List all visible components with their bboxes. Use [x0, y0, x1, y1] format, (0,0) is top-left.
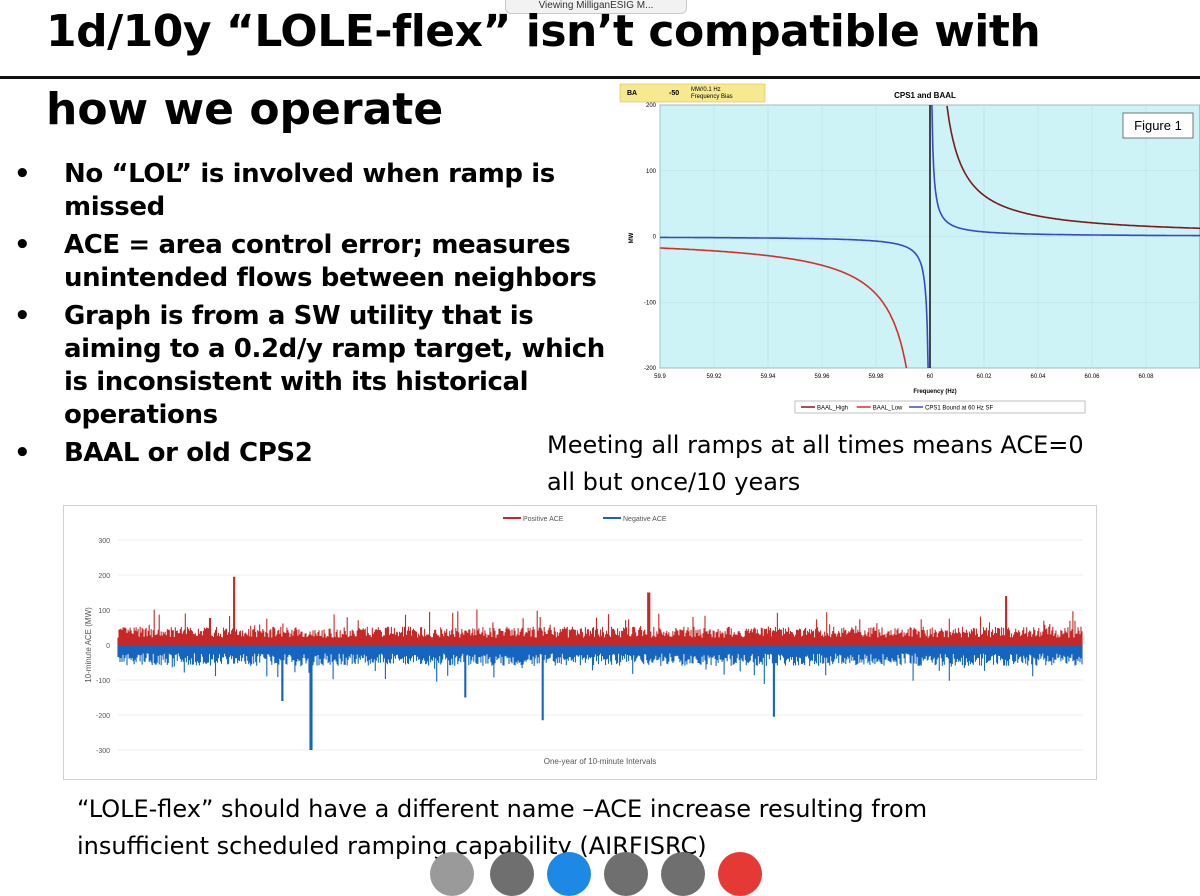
series-baal-high	[946, 105, 1200, 230]
info-box: BA -50 MW/0.1 Hz Frequency Bias	[619, 83, 766, 103]
slide-title-line2: how we operate	[46, 84, 444, 135]
legend-entry: BAAL_Low	[873, 406, 903, 412]
ace-y-tick-label: -300	[96, 748, 110, 755]
ace-y-axis-label: 10-minute ACE (MW)	[84, 607, 93, 683]
info-box-value: -50	[669, 90, 679, 97]
control-button[interactable]	[430, 852, 474, 896]
ace-chart: 300 200 100 0 -100 -200 -300 10-minute ACE (MW…	[63, 505, 1097, 780]
x-tick-label: 59.9	[654, 374, 666, 380]
info-box-units1: MW/0.1 Hz	[691, 87, 721, 93]
chart-plot-area	[660, 104, 1200, 369]
x-tick-label: 60	[927, 374, 934, 380]
series-positive-ace	[117, 576, 1083, 645]
ace-y-tick-label: 300	[98, 538, 110, 545]
figure-inset: Figure 1	[1122, 112, 1194, 139]
end-call-button[interactable]	[718, 852, 762, 896]
control-button[interactable]	[547, 852, 591, 896]
caption-name-line1: “LOLE-flex” should have a different name…	[77, 795, 928, 823]
ace-y-tick-label: -200	[96, 713, 110, 720]
x-tick-label: 60.02	[976, 374, 992, 380]
ace-ticks: 300 200 100 0 -100 -200 -300	[96, 538, 110, 755]
ace-x-axis-label: One-year of 10-minute Intervals	[544, 757, 657, 766]
control-button[interactable]	[661, 852, 705, 896]
caption-ramps-line2: all but once/10 years	[547, 468, 801, 496]
title-divider	[0, 76, 1200, 79]
series-baal-low	[660, 247, 908, 369]
ace-y-tick-label: 0	[106, 643, 110, 650]
ace-legend-entry: Positive ACE	[523, 516, 564, 523]
y-tick-label: 100	[646, 169, 657, 175]
legend-entry: BAAL_High	[817, 406, 848, 412]
x-tick-label: 59.94	[760, 374, 776, 380]
ace-y-tick-label: -100	[96, 678, 110, 685]
x-tick-label: 60.06	[1084, 374, 1100, 380]
x-tick-label: 59.98	[868, 374, 884, 380]
series-cps1-right	[931, 104, 1200, 237]
x-tick-label: 60.08	[1138, 374, 1154, 380]
ace-y-tick-label: 200	[98, 573, 110, 580]
series-negative-ace	[117, 645, 1083, 750]
info-box-units2: Frequency Bias	[691, 94, 733, 100]
legend-entry: CPS1 Bound at 60 Hz SF	[925, 406, 993, 412]
slide-title-line1: 1d/10y “LOLE-flex” isn’t compatible with	[46, 6, 1041, 57]
y-tick-label: 0	[653, 235, 657, 241]
series-cps1-left	[660, 236, 929, 369]
bullet-item: No “LOL” is involved when ramp is missed	[14, 158, 614, 224]
caption-ramps-line1: Meeting all ramps at all times means ACE…	[547, 431, 1084, 459]
x-tick-label: 60.04	[1030, 374, 1046, 380]
y-tick-label: 200	[646, 103, 657, 109]
bullet-item: ACE = area control error; measures unint…	[14, 229, 614, 295]
chart-ticks: 59.9 59.92 59.94 59.96 59.98 60 60.02 60.04 60.0…	[644, 103, 1154, 380]
viewing-tab[interactable]: Viewing MilliganESIG M...	[505, 0, 687, 14]
bullet-item: BAAL or old CPS2	[14, 437, 614, 470]
ace-y-tick-label: 100	[98, 608, 110, 615]
control-button[interactable]	[490, 852, 534, 896]
ace-plot-area	[117, 576, 1083, 750]
y-tick-label: -100	[644, 300, 657, 306]
bullet-item: Graph is from a SW utility that is aimin…	[14, 300, 614, 432]
control-button[interactable]	[604, 852, 648, 896]
ace-legend: Positive ACE Negative ACE	[503, 516, 667, 523]
ace-legend-entry: Negative ACE	[623, 516, 667, 523]
x-axis-label: Frequency (Hz)	[913, 389, 956, 395]
x-tick-label: 59.96	[814, 374, 830, 380]
x-tick-label: 59.92	[706, 374, 722, 380]
figure-label: Figure 1	[1134, 118, 1182, 133]
caption-name-line2: insufficient scheduled ramping capabilit…	[77, 832, 707, 860]
bullet-list: No “LOL” is involved when ramp is missed…	[14, 158, 614, 475]
y-tick-label: -200	[644, 366, 657, 372]
cps1-baal-chart: 59.9 59.92 59.94 59.96 59.98 60 60.02 60.04 60.0…	[615, 80, 1200, 420]
chart-legend: BAAL_High BAAL_Low CPS1 Bound at 60 Hz SF	[794, 400, 1086, 414]
y-axis-label: MW	[629, 232, 635, 243]
chart-title: CPS1 and BAAL	[894, 91, 956, 100]
info-box-label: BA	[627, 90, 637, 97]
